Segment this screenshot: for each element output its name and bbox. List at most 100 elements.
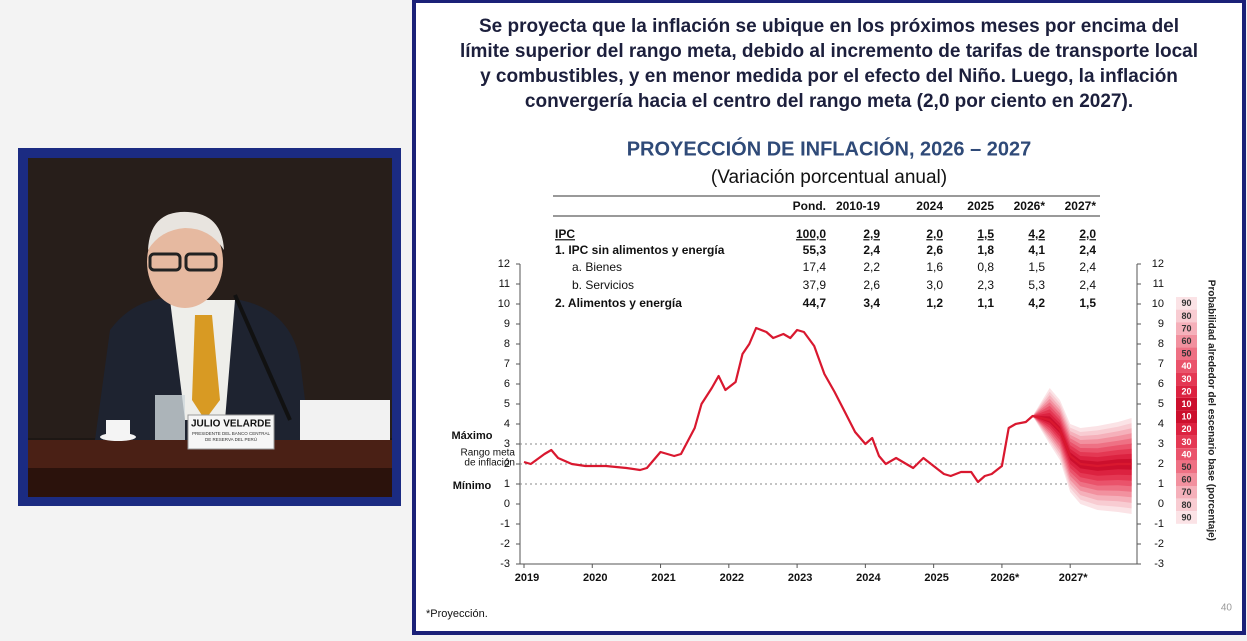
probability-swatch <box>1176 334 1197 348</box>
table-row-label: a. Bienes <box>572 260 622 274</box>
y2-tick-label: 11 <box>1153 278 1164 290</box>
table-cell: 2,6 <box>863 278 880 292</box>
table-header: 2027* <box>1065 199 1097 213</box>
hair <box>148 211 224 250</box>
table-cell: 2,0 <box>1079 227 1096 241</box>
x-tick-label: 2021 <box>651 572 675 584</box>
table-cell: 1,8 <box>977 243 994 257</box>
probability-label: 40 <box>1181 361 1191 371</box>
x-tick-label: 2025 <box>924 572 948 584</box>
table-header: 2024 <box>916 199 943 213</box>
nameplate-subtitle: DE RESERVA DEL PERÚ <box>205 436 257 442</box>
y2-tick-label: 0 <box>1158 498 1164 510</box>
y-tick-label: 8 <box>504 338 510 350</box>
y-tick-label: 6 <box>504 378 510 390</box>
probability-label: 40 <box>1181 449 1191 459</box>
table-row-label: 1. IPC sin alimentos y energía <box>555 243 725 257</box>
x-tick-label: 2024 <box>856 572 881 584</box>
table-row-label: 2. Alimentos y energía <box>555 296 682 310</box>
y-tick-label: 12 <box>498 258 510 270</box>
table-cell: 2,3 <box>977 278 994 292</box>
footnote: *Proyección. <box>426 608 488 620</box>
table-cell: 1,5 <box>977 227 994 241</box>
headline-line: convergería hacia el centro del rango me… <box>525 91 1133 112</box>
table-cell: 3,4 <box>863 296 880 310</box>
probability-label: 60 <box>1181 475 1191 485</box>
probability-label: 50 <box>1181 349 1191 359</box>
table-cell: 4,2 <box>1028 296 1045 310</box>
probability-swatch <box>1176 473 1197 486</box>
table-cell: 55,3 <box>803 243 827 257</box>
y2-tick-label: 7 <box>1158 358 1164 370</box>
y-tick-label: 10 <box>498 298 510 310</box>
y-tick-label: 0 <box>504 498 510 510</box>
probability-label: 30 <box>1181 437 1191 447</box>
y-tick-label: -2 <box>500 538 510 550</box>
y2-tick-label: 1 <box>1158 478 1164 490</box>
table-cell: 0,8 <box>977 260 994 274</box>
table-cell: 4,1 <box>1028 243 1045 257</box>
headline-line: Se proyecta que la inflación se ubique e… <box>479 16 1179 37</box>
y2-tick-label: 10 <box>1152 298 1164 310</box>
probability-swatch <box>1176 397 1197 411</box>
y-tick-label: 3 <box>504 438 510 450</box>
annotation: Rango meta <box>461 448 516 459</box>
table-cell: 1,5 <box>1079 296 1096 310</box>
nameplate-subtitle: PRESIDENTE DEL BANCO CENTRAL <box>192 431 271 436</box>
microphone <box>233 294 292 421</box>
glass <box>155 395 185 440</box>
headline-line: y combustibles, y en menor medida por el… <box>480 66 1178 87</box>
probability-swatch <box>1176 309 1197 323</box>
probability-swatch <box>1176 322 1197 335</box>
probability-swatch <box>1176 423 1197 436</box>
y2-tick-label: 5 <box>1158 398 1164 410</box>
probability-label: 20 <box>1181 424 1191 434</box>
probability-swatch <box>1176 347 1197 360</box>
table-cell: 2,9 <box>863 227 880 241</box>
tie <box>192 315 220 420</box>
probability-swatch <box>1176 410 1197 423</box>
table-cell: 4,2 <box>1028 227 1045 241</box>
table-header: 2010-19 <box>836 199 880 213</box>
table-row-label: b. Servicios <box>572 278 634 292</box>
y2-tick-label: 2 <box>1158 458 1164 470</box>
probability-axis-title: Probabilidad alrededor del escenario bas… <box>1205 280 1216 541</box>
probability-swatch <box>1176 435 1197 449</box>
y2-tick-label: 3 <box>1158 438 1164 450</box>
table-cell: 2,4 <box>1079 243 1096 257</box>
y2-tick-label: 9 <box>1158 318 1164 330</box>
y2-tick-label: -3 <box>1154 558 1164 570</box>
table-cell: 2,2 <box>863 260 880 274</box>
y2-tick-label: 6 <box>1158 378 1164 390</box>
chart-subtitle: (Variación porcentual anual) <box>711 167 947 188</box>
table-cell: 44,7 <box>803 296 827 310</box>
x-tick-label: 2023 <box>788 572 812 584</box>
annotation: Mínimo <box>453 480 492 492</box>
probability-label: 60 <box>1181 336 1191 346</box>
papers <box>300 400 390 445</box>
table-cell: 100,0 <box>796 227 826 241</box>
table-cell: 2,0 <box>926 227 943 241</box>
y-tick-label: 1 <box>504 478 510 490</box>
probability-label: 70 <box>1181 323 1191 333</box>
annotation: Máximo <box>452 430 493 442</box>
probability-label: 80 <box>1181 311 1191 321</box>
y2-tick-label: -1 <box>1154 518 1164 530</box>
cup <box>106 420 130 436</box>
table-cell: 3,0 <box>926 278 943 292</box>
table-header: Pond. <box>793 199 826 213</box>
y2-tick-label: -2 <box>1154 538 1164 550</box>
table-cell: 2,4 <box>863 243 880 257</box>
video-feed <box>18 148 401 506</box>
y-tick-label: 11 <box>499 278 510 290</box>
probability-label: 20 <box>1181 386 1191 396</box>
nameplate <box>187 414 275 450</box>
table-cell: 2,4 <box>1079 278 1096 292</box>
table-row-label: IPC <box>555 227 575 241</box>
glasses <box>148 252 182 272</box>
y-tick-label: 9 <box>504 318 510 330</box>
table-cell: 2,4 <box>1079 260 1096 274</box>
y2-tick-label: 4 <box>1158 418 1164 430</box>
x-tick-label: 2019 <box>515 572 539 584</box>
y-tick-label: -3 <box>500 558 510 570</box>
